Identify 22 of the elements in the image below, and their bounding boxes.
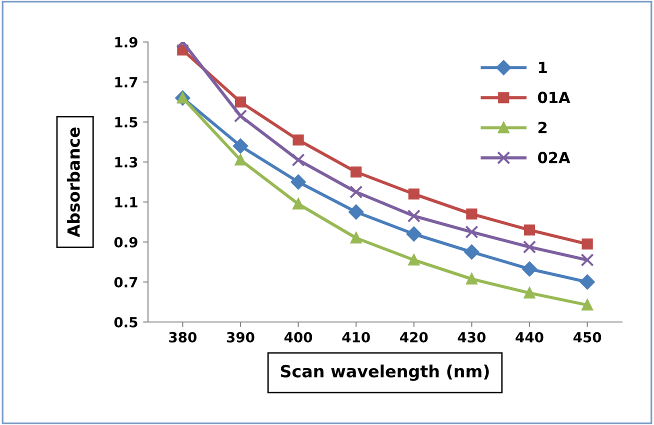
x-tick-label: 440 <box>516 332 544 342</box>
x-tick-label: 430 <box>458 332 486 342</box>
y-tick-label: 0.9 <box>114 236 138 248</box>
x-tick-label: 410 <box>342 332 370 342</box>
x-tick-label: 390 <box>226 332 254 342</box>
x-axis-title: Scan wavelength (nm) <box>280 364 489 381</box>
legend-label: 2 <box>538 122 547 134</box>
y-tick-label: 0.7 <box>114 276 138 288</box>
legend-label: 1 <box>538 62 547 73</box>
x-tick-label: 380 <box>169 332 197 342</box>
x-tick-label: 400 <box>284 332 312 342</box>
y-tick-label: 1.3 <box>115 156 138 168</box>
x-tick-label: 450 <box>573 332 602 342</box>
legend-label: 01A <box>538 92 570 104</box>
x-tick-label: 420 <box>400 332 428 342</box>
y-tick-label: 1.7 <box>115 77 138 88</box>
y-axis-title: Absorbance <box>66 127 80 238</box>
y-tick-label: 1.1 <box>115 197 138 208</box>
y-tick-label: 0.5 <box>114 316 138 328</box>
y-tick-label: 1.5 <box>115 117 138 128</box>
y-tick-label: 1.9 <box>115 36 138 48</box>
legend-label: 02A <box>538 152 570 164</box>
